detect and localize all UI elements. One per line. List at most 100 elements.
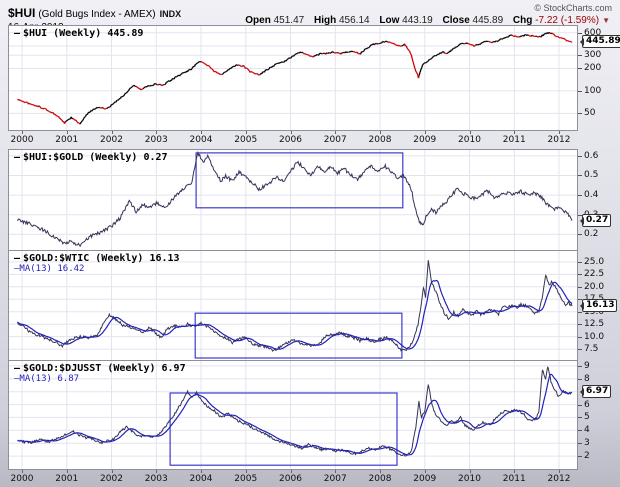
y-tick-label: 2 — [584, 451, 590, 461]
x-tick-label: 2011 — [502, 474, 526, 484]
x-tick — [245, 131, 247, 134]
symbol: $HUI — [8, 6, 36, 20]
x-tick — [290, 470, 292, 473]
last-value-tag: 0.27 — [579, 214, 612, 227]
y-tick-label: 600 — [584, 28, 602, 38]
y-tick-label: 50 — [584, 108, 596, 118]
y-tick-label: 100 — [584, 86, 602, 96]
x-tick — [66, 131, 68, 134]
y-tick — [578, 299, 582, 300]
low-value: 443.19 — [402, 15, 433, 26]
x-tick — [424, 470, 426, 473]
y-tick — [578, 262, 582, 263]
x-tick — [335, 470, 337, 473]
y-tick — [578, 379, 582, 380]
gold-wtic-canvas — [9, 251, 577, 360]
x-tick-label: 2004 — [189, 474, 213, 484]
y-tick — [578, 68, 582, 69]
panel-gold-wtic: — $GOLD:$WTIC (Weekly) 16.13 —MA(13) 16.42 — [8, 250, 578, 361]
panel-title: — $HUI (Weekly) 445.89 — [14, 28, 144, 39]
ma-label: —MA(13) 16.42 — [14, 264, 85, 274]
y-tick-label: 12.5 — [584, 319, 605, 329]
x-tick — [111, 131, 113, 134]
low-label: Low — [379, 15, 400, 26]
ratio-line — [17, 150, 573, 248]
y-axis-gold-wtic: 25.022.520.017.515.012.510.07.516.13 — [578, 250, 620, 361]
open-value: 451.47 — [273, 15, 305, 26]
x-tick-label: 2001 — [55, 474, 79, 484]
y-tick-label: 0.2 — [584, 229, 599, 239]
panel-hui-gold: — $HUI:$GOLD (Weekly) 0.27 — [8, 149, 578, 251]
y-tick-label: 25.0 — [584, 257, 605, 267]
y-tick — [578, 113, 582, 114]
y-tick-label: 4 — [584, 425, 590, 435]
y-axis-hui: 600 300 200 100 50 445.89 — [578, 25, 620, 131]
x-tick-label: 2001 — [55, 135, 79, 145]
y-tick — [578, 417, 582, 418]
x-tick — [201, 470, 202, 473]
y-tick — [578, 175, 582, 176]
last-value-tag: 445.89 — [580, 35, 620, 48]
x-tick — [245, 470, 247, 473]
x-tick — [335, 131, 337, 134]
x-tick-label: 2010 — [458, 135, 481, 145]
symbol-name: (Gold Bugs Index - AMEX) — [38, 9, 156, 20]
exchange-label: INDX — [159, 9, 182, 19]
x-tick-label: 2000 — [10, 135, 34, 145]
x-tick-label: 2008 — [368, 474, 392, 484]
x-tick-label: 2002 — [100, 474, 123, 484]
y-axis-gold-djusst: 9 8 6 5 4 3 2 6.97 — [578, 360, 620, 470]
legend-dash-icon: — — [14, 253, 21, 264]
chg-value: -7.22 (-1.59%) — [535, 15, 600, 26]
x-tick — [111, 470, 113, 473]
x-tick-label: 2003 — [144, 135, 168, 145]
y-tick-label: 200 — [584, 63, 602, 73]
y-tick — [578, 324, 582, 325]
y-tick-label: 7.5 — [584, 344, 599, 354]
x-tick — [559, 131, 560, 134]
x-tick — [156, 131, 158, 134]
y-tick-label: 15.0 — [584, 307, 605, 317]
annotation-box — [194, 312, 403, 359]
x-tick — [424, 131, 426, 134]
last-value-tag: 16.13 — [579, 299, 618, 312]
x-tick — [559, 470, 560, 473]
y-tick — [578, 195, 582, 196]
y-tick — [578, 456, 582, 457]
panel-title: — $GOLD:$DJUSST (Weekly) 6.97 — [14, 363, 186, 374]
x-tick-label: 2011 — [502, 135, 526, 145]
y-tick-label: 0.5 — [584, 170, 599, 180]
y-tick — [578, 430, 582, 431]
last-value-tag: 6.97 — [579, 385, 612, 398]
y-tick — [578, 337, 582, 338]
x-tick-label: 2005 — [234, 474, 258, 484]
y-tick-label: 5 — [584, 412, 590, 422]
ma-label: —MA(13) 6.87 — [14, 374, 80, 384]
x-axis: 2000 2001 2002 2003 2004 2005 2006 2007 2008 2009… — [8, 470, 578, 487]
y-tick — [578, 287, 582, 288]
chevron-down-icon[interactable]: ▼ — [602, 16, 610, 25]
x-tick — [380, 131, 381, 134]
y-tick-label: 8 — [584, 374, 590, 384]
legend-dash-icon: — — [14, 152, 21, 163]
copyright-text: © StockCharts.com — [534, 3, 612, 13]
x-tick-label: 2007 — [323, 474, 347, 484]
y-tick-label: 10.0 — [584, 332, 605, 342]
x-tick-label: 2002 — [100, 135, 123, 145]
close-label: Close — [442, 15, 470, 26]
y-tick-label: 9 — [584, 361, 590, 371]
ma-line — [17, 373, 573, 456]
x-tick-label: 2004 — [189, 135, 213, 145]
legend-dash-icon: — — [14, 28, 21, 39]
price-line — [17, 31, 573, 125]
close-value: 445.89 — [472, 15, 504, 26]
x-tick-label: 2006 — [279, 135, 302, 145]
y-axis-hui-gold: 0.60.50.40.30.20.27 — [578, 149, 620, 251]
x-axis: 2000 2001 2002 2003 2004 2005 2006 2007 2008 2009… — [8, 131, 578, 149]
chart-header: $HUI (Gold Bugs Index - AMEX) INDX © Stock… — [8, 2, 612, 20]
y-tick — [578, 215, 582, 216]
x-tick-label: 2000 — [10, 474, 34, 484]
x-tick-label: 2010 — [458, 474, 481, 484]
y-tick — [578, 366, 582, 367]
